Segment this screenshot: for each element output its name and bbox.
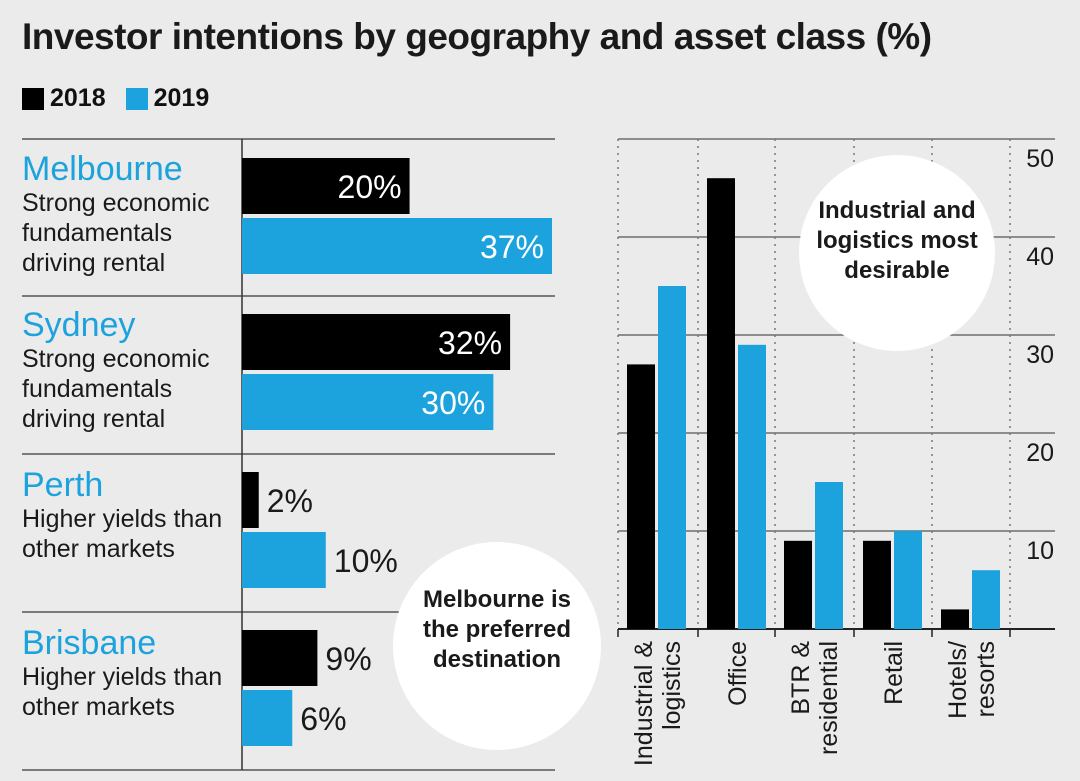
bar-2019-industrial-logistics [658,286,686,629]
bar-label-2019-perth: 10% [334,543,398,579]
bar-2018-hotels-resorts [941,609,969,629]
y-tick-label-50: 50 [1026,145,1054,173]
bar-2019-hotels-resorts [972,570,1000,629]
annotation-text-right: desirable [844,257,949,284]
x-category-label-line: logistics [658,641,686,730]
x-category-label-line: resorts [972,641,1000,717]
annotation-text-left: Melbourne is [423,586,571,613]
bar-2018-office [707,178,735,629]
city-block-brisbane: Brisbane Higher yields than other market… [22,624,240,722]
annotation-text-left: the preferred [423,616,571,643]
annotation-text-right: Industrial and [818,197,975,224]
city-name-sydney: Sydney [22,306,136,344]
legend-swatch-2019 [125,87,148,110]
city-desc-sydney: Strong economic fundamentals driving ren… [22,345,210,433]
bar-label-2019-brisbane: 6% [300,701,346,737]
bar-label-2018-brisbane: 9% [325,641,371,677]
bar-label-2018-melbourne: 20% [338,169,402,205]
y-tick-label-20: 20 [1026,439,1054,467]
x-category-label-line: Retail [880,641,908,705]
chart-title: Investor intentions by geography and ass… [22,16,932,57]
legend-item-2019: 2019 [125,84,210,113]
bar-2018-industrial-logistics [627,364,655,629]
x-category-label-line: Hotels/ [944,641,972,719]
bar-2018-melbourne [242,158,410,214]
city-desc-melbourne: Strong economic fundamentals driving ren… [22,189,210,277]
city-block-perth: Perth Higher yields than other markets [22,466,240,564]
city-desc-brisbane: Higher yields than other markets [22,663,223,721]
bar-2019-retail [894,531,922,629]
bar-label-2019-melbourne: 37% [480,229,544,265]
bar-2019-perth [242,532,326,588]
bar-2019-btr-residential [815,482,843,629]
city-block-sydney: Sydney Strong economic fundamentals driv… [22,306,240,434]
legend-label-2018: 2018 [50,84,106,112]
y-tick-label-30: 30 [1026,341,1054,369]
x-category-label-industrial-logistics: Industrial & logistics [630,641,686,766]
y-tick-label-10: 10 [1026,537,1054,565]
x-category-label-retail: Retail [880,641,908,705]
city-name-perth: Perth [22,466,104,504]
bar-label-2019-sydney: 30% [421,385,485,421]
annotation-circle-right [799,155,995,351]
x-category-label-line: Office [724,641,752,706]
city-desc-perth: Higher yields than other markets [22,505,223,563]
bar-2018-btr-residential [784,540,812,629]
city-name-melbourne: Melbourne [22,150,183,188]
bar-label-2018-sydney: 32% [438,325,502,361]
bar-2019-melbourne [242,218,552,274]
x-category-label-office: Office [724,641,752,706]
annotation-circle-left [393,542,601,750]
annotation-text-left: destination [433,646,561,673]
bar-2019-sydney [242,374,494,430]
bar-2018-perth [242,472,259,528]
bar-2018-retail [863,540,891,629]
legend: 2018 2019 [22,84,221,113]
legend-label-2019: 2019 [153,84,210,112]
legend-item-2018: 2018 [22,84,106,113]
bar-2018-sydney [242,314,511,370]
bar-2019-brisbane [242,690,293,746]
bar-2018-brisbane [242,630,318,686]
bar-2019-office [738,344,766,629]
x-category-label-hotels-resorts: Hotels/resorts [944,641,1000,719]
annotation-text-right: logistics most [816,227,977,254]
city-block-melbourne: Melbourne Strong economic fundamentals d… [22,150,240,278]
x-category-label-btr-residential: BTR & residential [787,641,843,755]
x-category-label-line: BTR & [787,641,815,715]
legend-swatch-2018 [22,87,44,110]
y-tick-label-40: 40 [1026,243,1054,271]
bar-label-2018-perth: 2% [267,483,313,519]
x-category-label-line: residential [815,641,843,755]
city-name-brisbane: Brisbane [22,624,157,662]
x-category-label-line: Industrial & [630,641,658,766]
